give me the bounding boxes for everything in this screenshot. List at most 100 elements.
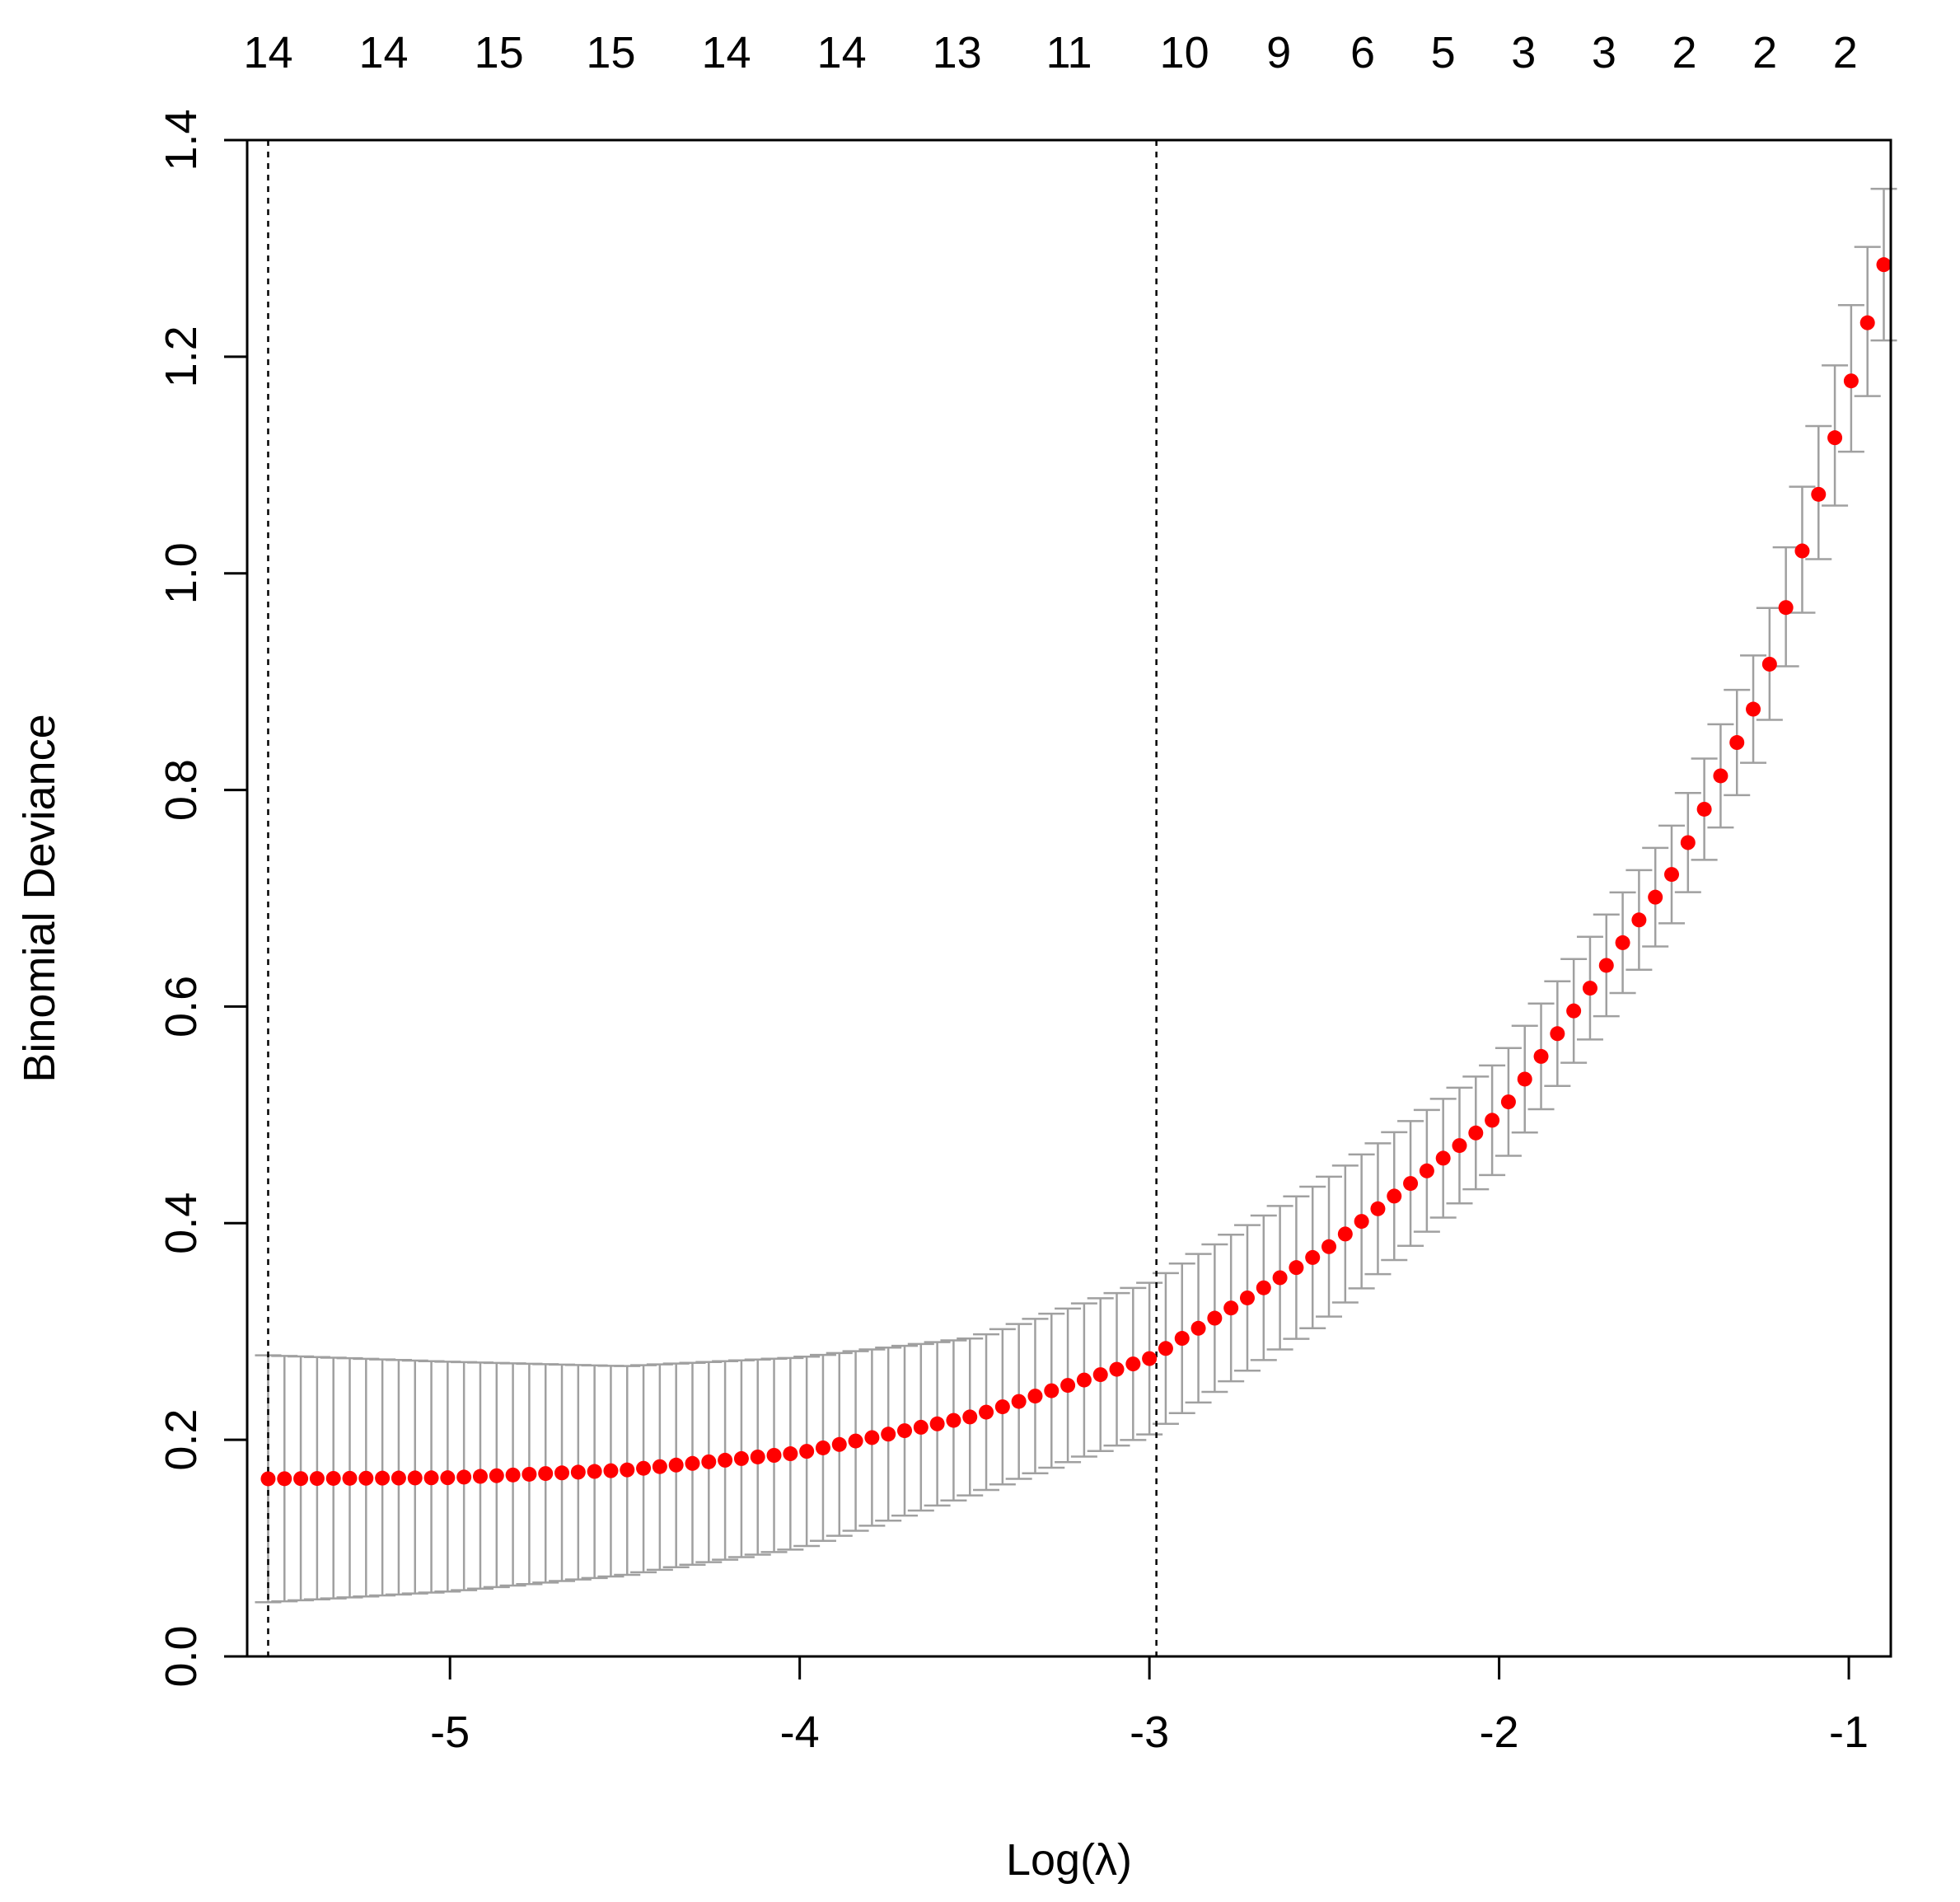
- data-point: [1500, 1094, 1516, 1110]
- data-point: [994, 1399, 1010, 1415]
- data-point: [325, 1470, 341, 1486]
- data-point: [1566, 1003, 1582, 1019]
- data-point: [1044, 1383, 1060, 1398]
- data-point: [1811, 486, 1827, 502]
- data-point: [1843, 373, 1859, 389]
- data-point: [620, 1462, 635, 1478]
- data-point: [1060, 1378, 1076, 1394]
- data-point: [946, 1412, 961, 1428]
- data-point: [391, 1470, 406, 1486]
- y-tick-label: 0.6: [157, 976, 206, 1038]
- data-point: [440, 1470, 456, 1486]
- data-point: [1648, 889, 1663, 905]
- data-point: [733, 1450, 749, 1466]
- x-tick-label: -2: [1480, 1708, 1519, 1757]
- data-point: [260, 1471, 276, 1487]
- data-point: [1778, 600, 1794, 616]
- x-tick-label: -5: [430, 1708, 470, 1757]
- top-axis-label: 14: [817, 28, 867, 77]
- data-point: [277, 1471, 292, 1487]
- data-point: [636, 1460, 652, 1476]
- top-axis-label: 11: [1045, 28, 1092, 77]
- top-axis-label: 9: [1266, 28, 1291, 77]
- data-point: [489, 1468, 504, 1483]
- y-tick-label: 0.2: [157, 1409, 206, 1471]
- data-point: [929, 1416, 945, 1431]
- data-point: [1142, 1351, 1158, 1366]
- data-point: [1191, 1320, 1206, 1336]
- data-point: [375, 1470, 391, 1486]
- data-point: [897, 1423, 912, 1439]
- data-point: [358, 1470, 374, 1486]
- top-axis-label: 5: [1431, 28, 1456, 77]
- top-axis-label: 13: [933, 28, 982, 77]
- data-point: [538, 1466, 554, 1482]
- data-point: [309, 1471, 325, 1487]
- data-point: [1011, 1394, 1027, 1409]
- data-point: [1876, 257, 1892, 273]
- top-axis-label: 15: [475, 28, 524, 77]
- data-point: [1859, 315, 1875, 330]
- data-point: [1435, 1150, 1451, 1166]
- data-point: [587, 1464, 602, 1479]
- y-tick-label: 1.4: [157, 109, 206, 171]
- data-point: [766, 1447, 782, 1463]
- data-point: [1076, 1372, 1092, 1388]
- data-point: [848, 1433, 863, 1449]
- data-point: [1337, 1226, 1353, 1242]
- y-tick-label: 0.8: [157, 759, 206, 821]
- data-point: [652, 1459, 667, 1474]
- data-point: [1582, 981, 1597, 996]
- data-point: [1419, 1163, 1434, 1178]
- data-point: [1696, 801, 1712, 817]
- data-point: [472, 1469, 488, 1484]
- data-point: [1598, 958, 1614, 973]
- data-point: [1533, 1048, 1549, 1064]
- top-axis-label: 15: [586, 28, 635, 77]
- data-point: [1125, 1356, 1141, 1372]
- data-point: [293, 1471, 309, 1487]
- data-point: [522, 1466, 537, 1482]
- data-point: [1485, 1113, 1500, 1128]
- data-point: [1321, 1239, 1337, 1254]
- x-tick-label: -4: [780, 1708, 820, 1757]
- data-point: [342, 1470, 358, 1486]
- data-point: [718, 1452, 733, 1468]
- data-point: [1631, 912, 1647, 928]
- data-point: [750, 1449, 765, 1464]
- data-point: [407, 1470, 423, 1486]
- data-point: [1452, 1138, 1467, 1154]
- data-point: [1207, 1310, 1223, 1326]
- data-point: [456, 1469, 472, 1485]
- top-axis-label: 2: [1672, 28, 1697, 77]
- data-point: [603, 1463, 619, 1478]
- x-tick-label: -1: [1829, 1708, 1869, 1757]
- y-axis-title: Binomial Deviance: [15, 714, 64, 1082]
- top-axis-label: 14: [359, 28, 409, 77]
- data-point: [1256, 1280, 1271, 1295]
- data-point: [1370, 1201, 1386, 1216]
- data-point: [1713, 768, 1728, 784]
- data-point: [913, 1419, 929, 1435]
- top-axis-label: 2: [1752, 28, 1777, 77]
- data-point: [881, 1426, 896, 1442]
- data-point: [1403, 1176, 1419, 1192]
- top-axis-label: 6: [1350, 28, 1375, 77]
- data-point: [1729, 735, 1745, 751]
- data-point: [570, 1464, 586, 1480]
- data-point: [554, 1465, 570, 1481]
- data-point: [864, 1430, 880, 1445]
- data-point: [1305, 1249, 1321, 1265]
- data-point: [979, 1404, 994, 1420]
- data-point: [1174, 1331, 1190, 1347]
- data-point: [1027, 1389, 1043, 1404]
- data-point: [1289, 1260, 1304, 1276]
- data-point: [668, 1457, 684, 1473]
- data-point: [1615, 935, 1630, 950]
- data-point: [1158, 1341, 1173, 1356]
- y-tick-label: 0.4: [157, 1192, 206, 1254]
- data-point: [1664, 867, 1679, 883]
- data-point: [1761, 656, 1777, 672]
- data-point: [799, 1444, 815, 1459]
